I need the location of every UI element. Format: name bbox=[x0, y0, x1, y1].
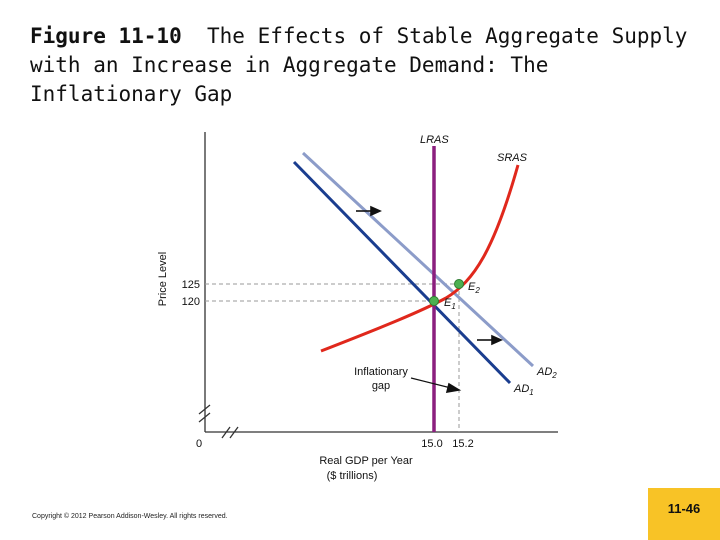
axis-break-marks bbox=[198, 404, 239, 439]
x-axis-title-line1: Real GDP per Year bbox=[319, 455, 413, 467]
ad1-label: AD1 bbox=[513, 383, 534, 397]
x-axis-title-line2: ($ trillions) bbox=[327, 470, 378, 482]
guide-lines bbox=[205, 283, 460, 432]
slide-number-badge: 11-46 bbox=[648, 488, 720, 540]
x-tick-15-0: 15.0 bbox=[421, 438, 442, 450]
point-e2 bbox=[454, 279, 464, 289]
copyright-text: Copyright © 2012 Pearson Addison-Wesley.… bbox=[32, 513, 228, 520]
y-axis-title: Price Level bbox=[157, 252, 169, 306]
point-e1 bbox=[429, 296, 439, 306]
origin-label: 0 bbox=[196, 438, 202, 450]
ad2-label: AD2 bbox=[536, 366, 557, 380]
shift-arrows bbox=[356, 205, 503, 393]
y-tick-125: 125 bbox=[182, 279, 200, 291]
e1-label: E1 bbox=[444, 297, 456, 311]
slide-title: Figure 11-10 The Effects of Stable Aggre… bbox=[30, 22, 710, 109]
gap-arrow bbox=[410, 377, 452, 389]
ad2-curve bbox=[301, 151, 535, 368]
lras-label: LRAS bbox=[420, 134, 449, 146]
figure-title-text: The Effects of Stable Aggregate Supply w… bbox=[30, 24, 688, 106]
sras-label: SRAS bbox=[497, 152, 528, 164]
e2-label: E2 bbox=[468, 281, 480, 295]
annotation-inflationary: Inflationary bbox=[354, 366, 408, 378]
x-tick-15-2: 15.2 bbox=[452, 438, 473, 450]
ad1-curve bbox=[292, 160, 512, 385]
figure-number: Figure 11-10 bbox=[30, 24, 182, 48]
annotation-gap: gap bbox=[372, 380, 390, 392]
sras-curve bbox=[320, 164, 520, 353]
y-tick-120: 120 bbox=[182, 296, 200, 308]
